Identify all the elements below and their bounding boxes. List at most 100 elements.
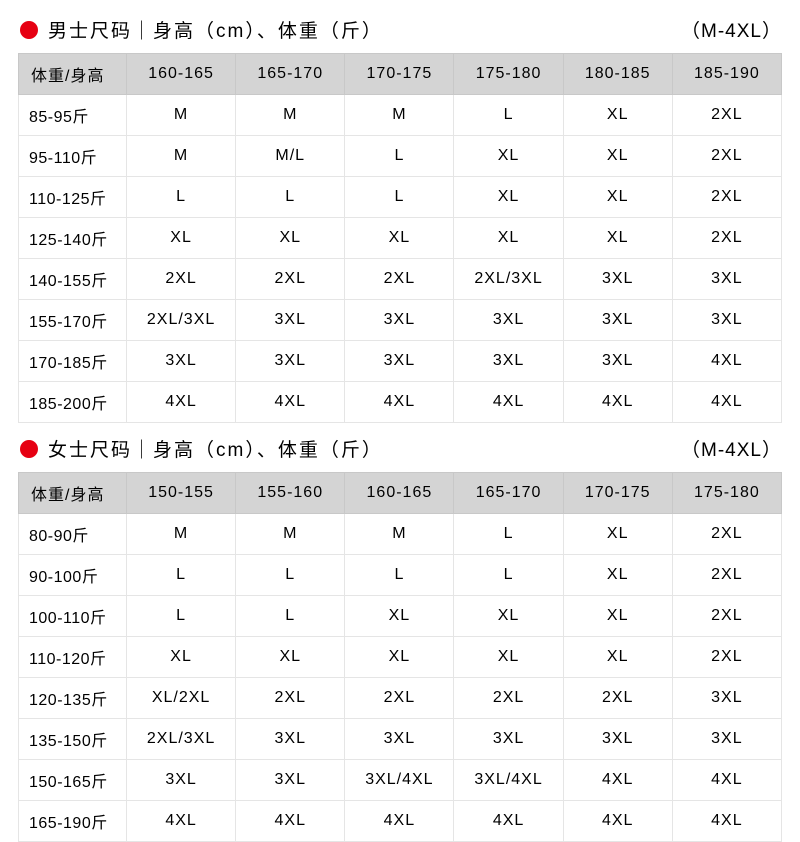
- men-row-label: 140-155斤: [19, 259, 127, 300]
- men-row-label: 110-125斤: [19, 177, 127, 218]
- women-cell: 4XL: [672, 801, 781, 842]
- men-cell: 2XL: [127, 259, 236, 300]
- women-cell: XL: [345, 596, 454, 637]
- women-cell: 2XL: [672, 514, 781, 555]
- men-cell: 4XL: [563, 382, 672, 423]
- women-cell: 3XL/4XL: [345, 760, 454, 801]
- men-cell: 2XL: [345, 259, 454, 300]
- women-size-table: 体重/身高150-155155-160160-165165-170170-175…: [18, 472, 782, 842]
- men-cell: 3XL: [127, 341, 236, 382]
- men-cell: 2XL: [672, 136, 781, 177]
- men-cell: XL: [454, 218, 563, 259]
- women-row-label: 135-150斤: [19, 719, 127, 760]
- men-cell: 4XL: [454, 382, 563, 423]
- men-cell: 3XL: [454, 300, 563, 341]
- women-cell: 4XL: [563, 760, 672, 801]
- women-row-label: 100-110斤: [19, 596, 127, 637]
- men-col-header: 170-175: [345, 54, 454, 95]
- women-cell: 2XL: [672, 555, 781, 596]
- men-title-text: 男士尺码｜身高（cm）、体重（斤）: [48, 16, 383, 43]
- men-cell: M/L: [236, 136, 345, 177]
- men-cell: XL: [563, 218, 672, 259]
- men-cell: 3XL: [672, 300, 781, 341]
- men-cell: 2XL: [672, 218, 781, 259]
- men-cell: 3XL: [563, 300, 672, 341]
- men-title-left: 男士尺码｜身高（cm）、体重（斤）: [20, 16, 383, 43]
- table-row: 165-190斤4XL4XL4XL4XL4XL4XL: [19, 801, 782, 842]
- women-row-label: 120-135斤: [19, 678, 127, 719]
- women-cell: XL: [563, 555, 672, 596]
- men-row-label: 155-170斤: [19, 300, 127, 341]
- men-cell: XL: [454, 136, 563, 177]
- women-cell: 3XL: [345, 719, 454, 760]
- table-row: 85-95斤MMMLXL2XL: [19, 95, 782, 136]
- women-cell: L: [236, 596, 345, 637]
- men-cell: 4XL: [672, 341, 781, 382]
- women-cell: 2XL: [672, 596, 781, 637]
- women-table-head: 体重/身高150-155155-160160-165165-170170-175…: [19, 473, 782, 514]
- men-col-header: 185-190: [672, 54, 781, 95]
- men-cell: 2XL: [236, 259, 345, 300]
- bullet-icon: [20, 440, 38, 458]
- women-cell: L: [127, 555, 236, 596]
- women-col-header: 165-170: [454, 473, 563, 514]
- women-row-label: 90-100斤: [19, 555, 127, 596]
- men-cell: L: [345, 177, 454, 218]
- men-size-range: （M-4XL）: [681, 16, 782, 43]
- men-cell: 2XL: [672, 95, 781, 136]
- women-cell: 4XL: [236, 801, 345, 842]
- men-cell: 4XL: [127, 382, 236, 423]
- men-cell: XL: [127, 218, 236, 259]
- table-row: 120-135斤XL/2XL2XL2XL2XL2XL3XL: [19, 678, 782, 719]
- women-cell: M: [127, 514, 236, 555]
- men-cell: XL: [345, 218, 454, 259]
- men-cell: M: [236, 95, 345, 136]
- women-cell: XL: [236, 637, 345, 678]
- men-cell: L: [454, 95, 563, 136]
- women-title-row: 女士尺码｜身高（cm）、体重（斤） （M-4XL）: [18, 429, 782, 472]
- men-cell: 3XL: [345, 341, 454, 382]
- table-row: 100-110斤LLXLXLXL2XL: [19, 596, 782, 637]
- women-cell: 4XL: [454, 801, 563, 842]
- women-cell: M: [345, 514, 454, 555]
- bullet-icon: [20, 21, 38, 39]
- table-row: 170-185斤3XL3XL3XL3XL3XL4XL: [19, 341, 782, 382]
- men-row-label: 125-140斤: [19, 218, 127, 259]
- women-cell: L: [236, 555, 345, 596]
- women-row-label: 80-90斤: [19, 514, 127, 555]
- women-size-section: 女士尺码｜身高（cm）、体重（斤） （M-4XL） 体重/身高150-15515…: [18, 429, 782, 842]
- women-col-header: 155-160: [236, 473, 345, 514]
- table-row: 185-200斤4XL4XL4XL4XL4XL4XL: [19, 382, 782, 423]
- men-cell: 3XL: [236, 300, 345, 341]
- men-cell: XL: [454, 177, 563, 218]
- table-row: 110-120斤XLXLXLXLXL2XL: [19, 637, 782, 678]
- men-row-label: 85-95斤: [19, 95, 127, 136]
- women-header-label: 体重/身高: [19, 473, 127, 514]
- women-row-label: 110-120斤: [19, 637, 127, 678]
- women-cell: 2XL: [345, 678, 454, 719]
- women-cell: L: [454, 555, 563, 596]
- men-size-section: 男士尺码｜身高（cm）、体重（斤） （M-4XL） 体重/身高160-16516…: [18, 10, 782, 423]
- women-title-text: 女士尺码｜身高（cm）、体重（斤）: [48, 435, 383, 462]
- men-cell: 2XL/3XL: [127, 300, 236, 341]
- table-row: 140-155斤2XL2XL2XL2XL/3XL3XL3XL: [19, 259, 782, 300]
- table-row: 80-90斤MMMLXL2XL: [19, 514, 782, 555]
- women-cell: 3XL: [127, 760, 236, 801]
- men-table-head: 体重/身高160-165165-170170-175175-180180-185…: [19, 54, 782, 95]
- table-row: 155-170斤2XL/3XL3XL3XL3XL3XL3XL: [19, 300, 782, 341]
- women-cell: 3XL: [672, 678, 781, 719]
- table-row: 150-165斤3XL3XL3XL/4XL3XL/4XL4XL4XL: [19, 760, 782, 801]
- women-cell: 3XL: [563, 719, 672, 760]
- men-cell: 2XL: [672, 177, 781, 218]
- women-col-header: 160-165: [345, 473, 454, 514]
- women-cell: XL: [454, 596, 563, 637]
- women-cell: 2XL/3XL: [127, 719, 236, 760]
- women-cell: 3XL: [236, 719, 345, 760]
- men-cell: 3XL: [454, 341, 563, 382]
- women-cell: 4XL: [345, 801, 454, 842]
- women-cell: L: [127, 596, 236, 637]
- women-row-label: 150-165斤: [19, 760, 127, 801]
- women-cell: XL: [563, 596, 672, 637]
- women-col-header: 175-180: [672, 473, 781, 514]
- women-col-header: 150-155: [127, 473, 236, 514]
